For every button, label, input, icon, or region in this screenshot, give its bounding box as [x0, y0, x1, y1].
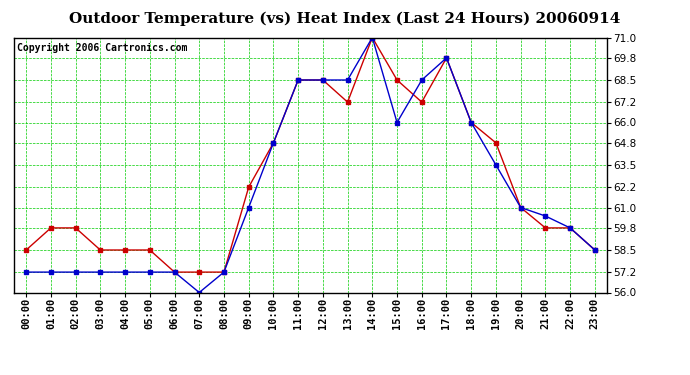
Text: Copyright 2006 Cartronics.com: Copyright 2006 Cartronics.com [17, 43, 187, 52]
Text: Outdoor Temperature (vs) Heat Index (Last 24 Hours) 20060914: Outdoor Temperature (vs) Heat Index (Las… [69, 11, 621, 26]
